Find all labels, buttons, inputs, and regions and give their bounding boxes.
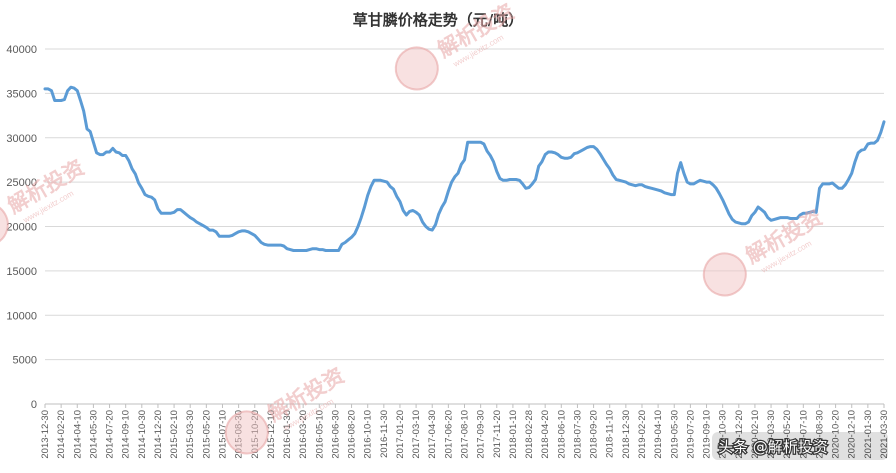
x-tick-label: 2015-02-10 xyxy=(169,410,180,459)
x-tick-label: 2017-09-30 xyxy=(476,410,487,459)
y-tick-label: 35000 xyxy=(6,88,37,100)
y-axis-ticks: 0 5000 10000 15000 20000 25000 30000 35000 40000 xyxy=(6,44,37,411)
x-tick-label: 2016-10-10 xyxy=(363,410,374,459)
watermark-logo-icon xyxy=(224,410,269,455)
x-tick-label: 2018-09-20 xyxy=(589,410,600,459)
y-tick-label: 30000 xyxy=(6,133,37,145)
x-tick-label: 2020-12-10 xyxy=(847,410,858,459)
x-tick-label: 2017-11-20 xyxy=(492,410,503,458)
chart-title: 草甘膦价格走势（元/吨） xyxy=(353,11,523,29)
x-tick-label: 2014-04-10 xyxy=(72,410,83,459)
x-tick-label: 2013-12-30 xyxy=(40,410,51,459)
x-tick-label: 2018-07-30 xyxy=(572,410,583,459)
x-tick-label: 2015-05-20 xyxy=(201,410,212,459)
x-tick-label: 2018-06-10 xyxy=(556,410,567,459)
x-tick-label: 2020-05-20 xyxy=(782,410,793,459)
y-tick-label: 20000 xyxy=(6,222,37,234)
x-tick-label: 2019-12-20 xyxy=(734,410,745,459)
x-tick-label: 2018-11-10 xyxy=(605,410,616,458)
x-tick-label: 2015-07-10 xyxy=(217,410,228,459)
x-tick-label: 2016-06-30 xyxy=(330,410,341,459)
x-tick-label: 2017-03-10 xyxy=(411,410,422,459)
y-tick-label: 10000 xyxy=(6,310,37,322)
y-tick-label: 15000 xyxy=(6,266,37,278)
x-axis-ticks: 2013-12-30 2014-02-20 2014-04-10 2014-05-30… xyxy=(40,404,890,459)
x-tick-label: 2016-01-30 xyxy=(282,410,293,459)
series-line xyxy=(43,85,886,252)
x-tick-label: 2019-07-20 xyxy=(685,410,696,459)
x-tick-label: 2020-02-10 xyxy=(750,410,761,459)
y-tick-label: 5000 xyxy=(13,355,37,367)
x-tick-label: 2014-05-30 xyxy=(88,410,99,459)
signature-text: 头条 @解析投资 xyxy=(718,438,828,456)
x-tick-label: 2021-01-30 xyxy=(863,410,874,459)
y-tick-label: 0 xyxy=(31,399,37,411)
x-tick-label: 2015-12-10 xyxy=(266,410,277,459)
x-tick-label: 2016-11-30 xyxy=(379,410,390,458)
x-tick-label: 2016-03-20 xyxy=(298,410,309,459)
watermark-logo-icon xyxy=(394,46,439,91)
x-tick-label: 2018-02-28 xyxy=(524,410,535,459)
x-tick-label: 2021-03-30 xyxy=(879,410,890,459)
x-tick-label: 2020-07-10 xyxy=(798,410,809,459)
signature: 头条 @解析投资 xyxy=(712,432,888,460)
x-tick-label: 2020-08-30 xyxy=(814,410,825,459)
x-tick-label: 2014-10-30 xyxy=(137,410,148,459)
x-tick-label: 2014-07-20 xyxy=(105,410,116,459)
x-tick-label: 2019-09-10 xyxy=(702,410,713,459)
x-tick-label: 2017-04-30 xyxy=(427,410,438,459)
grid xyxy=(45,48,884,405)
x-tick-label: 2019-02-20 xyxy=(637,410,648,459)
x-tick-label: 2018-01-10 xyxy=(508,410,519,459)
x-tick-label: 2016-05-10 xyxy=(314,410,325,459)
x-tick-label: 2016-08-20 xyxy=(347,410,358,459)
y-tick-label: 25000 xyxy=(6,177,37,189)
signature-backdrop xyxy=(712,432,888,460)
x-tick-label: 2017-08-10 xyxy=(460,410,471,459)
x-tick-label: 2020-03-30 xyxy=(766,410,777,459)
series-group xyxy=(43,85,886,252)
x-tick-label: 2020-10-20 xyxy=(831,410,842,459)
watermark-logo-icon xyxy=(0,202,9,247)
x-tick-label: 2015-03-30 xyxy=(185,410,196,459)
x-tick-label: 2014-09-10 xyxy=(121,410,132,459)
watermark-logo-icon xyxy=(702,252,747,297)
x-tick-label: 2017-06-20 xyxy=(443,410,454,459)
x-tick-label: 2018-12-30 xyxy=(621,410,632,459)
x-tick-label: 2019-05-30 xyxy=(669,410,680,459)
x-tick-label: 2019-04-10 xyxy=(653,410,664,459)
x-tick-label: 2014-12-20 xyxy=(153,410,164,459)
y-tick-label: 40000 xyxy=(6,44,37,56)
x-tick-label: 2019-10-30 xyxy=(718,410,729,459)
x-tick-label: 2017-01-20 xyxy=(395,410,406,459)
x-tick-label: 2018-04-20 xyxy=(540,410,551,459)
x-tick-label: 2014-02-20 xyxy=(56,410,67,459)
